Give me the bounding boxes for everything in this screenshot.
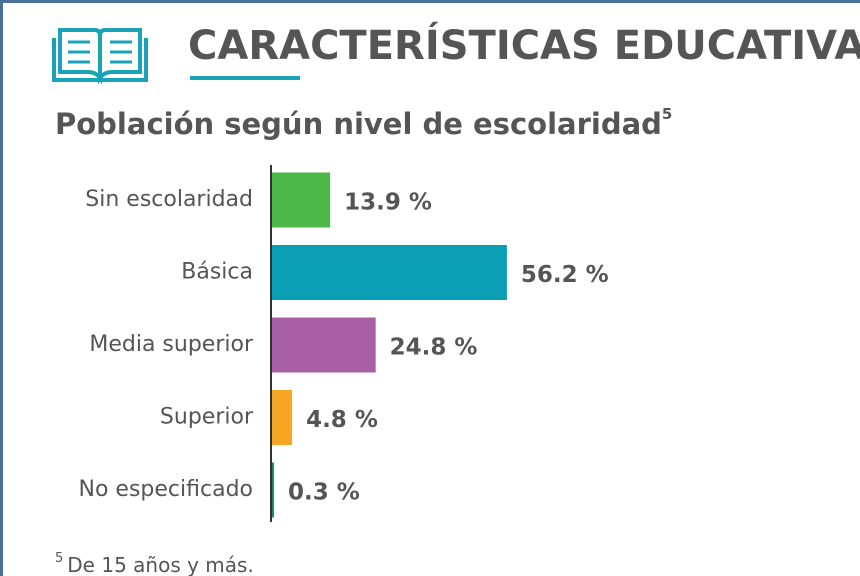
- subtitle-marker: 5: [662, 105, 672, 123]
- value-label: 24.8 %: [390, 335, 478, 361]
- value-label: 0.3 %: [288, 480, 360, 506]
- title: CARACTERÍSTICAS EDUCATIVAS: [188, 21, 860, 69]
- subtitle-text: Población según nivel de escolaridad: [55, 107, 662, 141]
- category-label: No especificado: [79, 477, 253, 502]
- category-label: Básica: [181, 260, 253, 285]
- book-icon: [52, 28, 148, 85]
- category-label: Superior: [160, 405, 254, 430]
- footnote: 5 De 15 años y más.: [55, 551, 254, 576]
- footnote-marker: 5: [55, 551, 63, 566]
- footnote-text: De 15 años y más.: [67, 553, 254, 576]
- title-underline: [190, 76, 300, 80]
- value-label: 56.2 %: [521, 262, 609, 288]
- category-label: Media superior: [89, 332, 254, 357]
- category-label: Sin escolaridad: [85, 187, 253, 212]
- value-label: 13.9 %: [344, 190, 432, 216]
- subtitle: Población según nivel de escolaridad5: [55, 105, 672, 142]
- value-label: 4.8 %: [306, 407, 378, 433]
- bar: [272, 390, 293, 445]
- bar: [272, 172, 331, 228]
- bar: [272, 245, 507, 300]
- bar: [272, 317, 376, 373]
- bar: [272, 462, 274, 518]
